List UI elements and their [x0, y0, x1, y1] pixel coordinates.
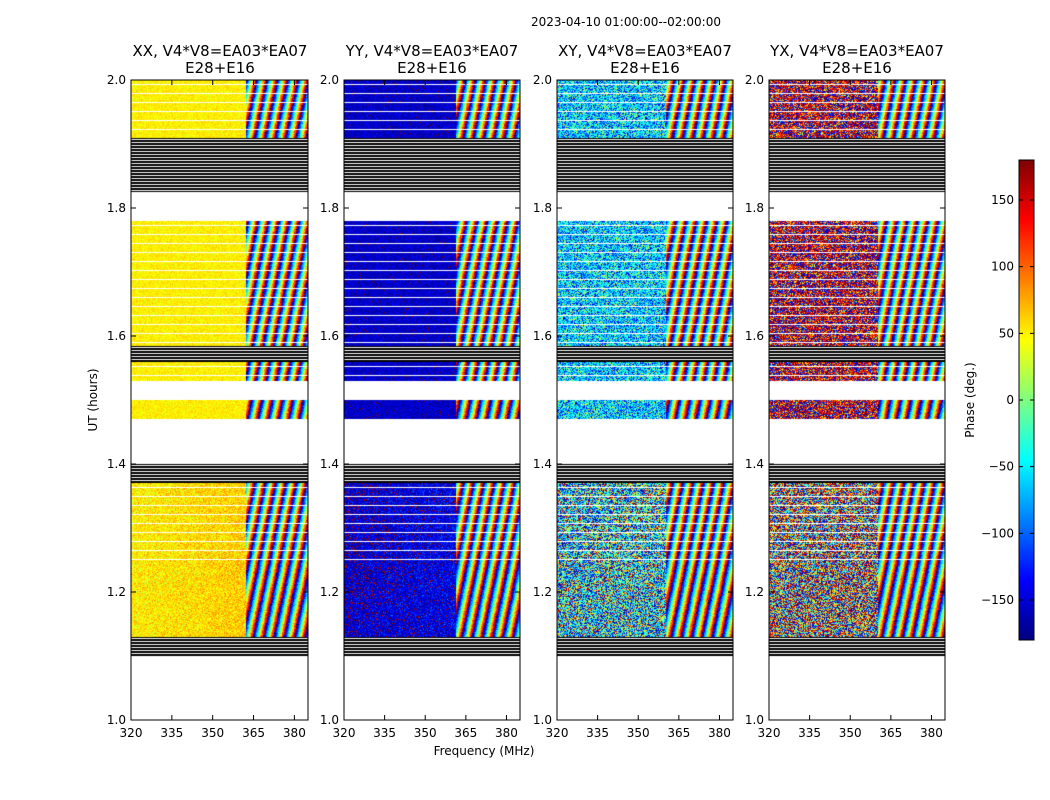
- x-tick-label: 335: [798, 726, 821, 740]
- x-tick-label: 380: [283, 726, 306, 740]
- panel-yy-frame: [343, 79, 521, 721]
- x-tick-label: 380: [495, 726, 518, 740]
- panel-yy-title: YY, V4*V8=EA03*EA07: [345, 42, 519, 60]
- y-axis-label: UT (hours): [86, 368, 100, 431]
- x-axis-label: Frequency (MHz): [434, 744, 535, 758]
- panel-yx-heatmap: [769, 80, 945, 720]
- x-tick-label: 380: [708, 726, 731, 740]
- y-tick-label: 2.0: [320, 73, 339, 87]
- x-tick-label: 335: [586, 726, 609, 740]
- panel-yx-ticks: 320 335 350 365 380 1.0 1.2 1.4 1.6 1.8 2.0: [745, 73, 945, 740]
- panel-xx-ticks: 320 335 350 365 380 1.0 1.2 1.4 1.6 1.8 2.0: [107, 73, 308, 740]
- panel-yy-ticks: 320 335 350 365 380 1.0 1.2 1.4 1.6 1.8 2.0: [320, 73, 520, 740]
- y-tick-label: 1.2: [107, 585, 126, 599]
- x-tick-label: 335: [160, 726, 183, 740]
- x-tick-label: 380: [920, 726, 943, 740]
- panel-yx-frame: [768, 79, 946, 721]
- colorbar: 150 100 50 0 −50 −100 −150 Phase (deg.): [963, 159, 1035, 641]
- panel-xx-title: XX, V4*V8=EA03*EA07: [133, 42, 308, 60]
- y-tick-label: 1.2: [320, 585, 339, 599]
- y-tick-label: 1.8: [320, 201, 339, 215]
- colorbar-tick-label: −150: [981, 593, 1014, 607]
- panel-yy-subtitle: E28+E16: [397, 59, 467, 77]
- x-tick-label: 350: [839, 726, 862, 740]
- panel-xy-ticks: 320 335 350 365 380 1.0 1.2 1.4 1.6 1.8 2.0: [533, 73, 733, 740]
- colorbar-label: Phase (deg.): [963, 362, 977, 437]
- y-tick-label: 1.6: [533, 329, 552, 343]
- x-tick-label: 335: [373, 726, 396, 740]
- y-tick-label: 2.0: [107, 73, 126, 87]
- panel-yx: YX, V4*V8=EA03*EA07 E28+E16 320 335 350 365…: [745, 42, 946, 740]
- panel-yy-heatmap: [344, 80, 520, 720]
- y-tick-label: 1.0: [320, 713, 339, 727]
- x-tick-label: 365: [667, 726, 690, 740]
- panel-xy-title: XY, V4*V8=EA03*EA07: [558, 42, 732, 60]
- y-tick-label: 1.8: [533, 201, 552, 215]
- colorbar-tick-label: 100: [991, 260, 1014, 274]
- colorbar-tick-label: 0: [1006, 393, 1014, 407]
- x-tick-label: 320: [546, 726, 569, 740]
- panel-yy: YY, V4*V8=EA03*EA07 E28+E16 320 335 350 365…: [320, 42, 521, 740]
- panel-xy-frame: [556, 79, 734, 721]
- panel-xx: XX, V4*V8=EA03*EA07 E28+E16 320 335 350 365…: [107, 42, 309, 740]
- x-tick-label: 320: [758, 726, 781, 740]
- y-tick-label: 1.6: [320, 329, 339, 343]
- y-tick-label: 2.0: [745, 73, 764, 87]
- y-tick-label: 1.2: [745, 585, 764, 599]
- y-tick-label: 1.4: [533, 457, 552, 471]
- y-tick-label: 1.4: [107, 457, 126, 471]
- x-tick-label: 320: [120, 726, 143, 740]
- colorbar-tick-label: 50: [999, 326, 1014, 340]
- y-tick-label: 1.8: [107, 201, 126, 215]
- colorbar-tick-label: −100: [981, 526, 1014, 540]
- y-tick-label: 1.0: [745, 713, 764, 727]
- panel-yx-subtitle: E28+E16: [822, 59, 892, 77]
- colorbar-tick-label: 150: [991, 193, 1014, 207]
- x-tick-label: 350: [414, 726, 437, 740]
- y-tick-label: 1.4: [320, 457, 339, 471]
- panel-xy-subtitle: E28+E16: [610, 59, 680, 77]
- panel-xx-subtitle: E28+E16: [185, 59, 255, 77]
- panel-xx-heatmap: [131, 80, 308, 720]
- x-tick-label: 365: [242, 726, 265, 740]
- y-tick-label: 1.2: [533, 585, 552, 599]
- panel-yx-title: YX, V4*V8=EA03*EA07: [769, 42, 944, 60]
- x-tick-label: 350: [627, 726, 650, 740]
- y-tick-label: 1.4: [745, 457, 764, 471]
- y-tick-label: 1.6: [745, 329, 764, 343]
- y-tick-label: 1.8: [745, 201, 764, 215]
- panel-xx-frame: [130, 79, 309, 721]
- y-tick-label: 1.6: [107, 329, 126, 343]
- x-tick-label: 365: [879, 726, 902, 740]
- panel-xy-heatmap: [557, 80, 733, 720]
- panel-xy: XY, V4*V8=EA03*EA07 E28+E16 320 335 350 365…: [533, 42, 734, 740]
- y-tick-label: 2.0: [533, 73, 552, 87]
- colorbar-tick-label: −50: [989, 460, 1014, 474]
- y-tick-label: 1.0: [533, 713, 552, 727]
- y-tick-label: 1.0: [107, 713, 126, 727]
- colorbar-ticks: 150 100 50 0 −50 −100 −150: [981, 193, 1034, 607]
- figure-suptitle: 2023-04-10 01:00:00--02:00:00: [531, 15, 721, 29]
- x-tick-label: 365: [454, 726, 477, 740]
- x-tick-label: 350: [201, 726, 224, 740]
- x-tick-label: 320: [333, 726, 356, 740]
